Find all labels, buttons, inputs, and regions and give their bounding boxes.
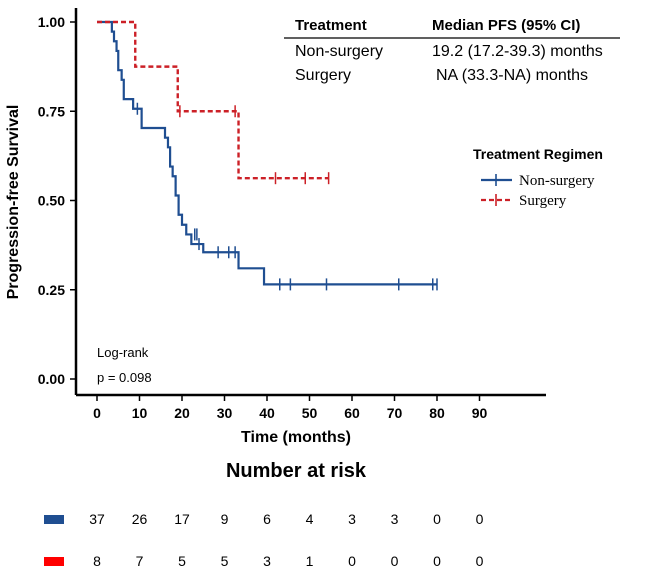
risk-swatch-non-surgery (44, 515, 64, 524)
x-axis-label: Time (months) (241, 429, 351, 446)
x-tick-label: 20 (174, 405, 190, 421)
y-axis-label: Progression-free Survival (5, 105, 22, 300)
risk-count-surgery: 3 (263, 553, 271, 569)
x-tick-label: 60 (344, 405, 360, 421)
y-tick-label: 1.00 (38, 14, 65, 30)
y-tick-label: 0.50 (38, 193, 65, 209)
x-tick-label: 0 (93, 405, 101, 421)
legend-label-surgery: Surgery (519, 193, 567, 209)
x-tick-label: 70 (387, 405, 403, 421)
risk-count-surgery: 5 (221, 553, 229, 569)
pfs-header-treatment: Treatment (295, 17, 367, 34)
risk-count-non-surgery: 17 (174, 511, 190, 527)
risk-count-non-surgery: 6 (263, 511, 271, 527)
x-tick-label: 50 (302, 405, 318, 421)
pfs-row-surgery-name: Surgery (295, 67, 351, 84)
pfs-row-surgery-value: NA (33.3-NA) months (436, 67, 588, 84)
pfs-row-nonsurgery-name: Non-surgery (295, 43, 383, 60)
risk-count-surgery: 0 (348, 553, 356, 569)
risk-count-non-surgery: 9 (221, 511, 229, 527)
axes (74, 8, 546, 397)
pfs-row-nonsurgery-value: 19.2 (17.2-39.3) months (432, 43, 603, 60)
y-tick-label: 0.25 (38, 282, 65, 298)
risk-count-non-surgery: 26 (132, 511, 148, 527)
risk-count-surgery: 8 (93, 553, 101, 569)
legend: Treatment Regimen Non-surgery Surgery (473, 146, 603, 209)
km-curve-surgery (97, 20, 329, 180)
risk-count-surgery: 5 (178, 553, 186, 569)
logrank-label: Log-rank (97, 345, 149, 360)
legend-label-nonsurgery: Non-surgery (519, 173, 595, 189)
risk-count-non-surgery: 0 (433, 511, 441, 527)
ticks: 0 10 20 30 40 50 60 70 80 90 0.00 0.25 0.50 0.75 1.00 (38, 14, 488, 421)
risk-count-non-surgery: 3 (348, 511, 356, 527)
risk-count-non-surgery: 4 (306, 511, 314, 527)
y-tick-label: 0.75 (38, 103, 65, 119)
legend-title: Treatment Regimen (473, 146, 603, 162)
km-curve-non-surgery (97, 20, 437, 286)
risk-count-surgery: 0 (433, 553, 441, 569)
risk-count-non-surgery: 3 (391, 511, 399, 527)
risk-count-surgery: 1 (306, 553, 314, 569)
risk-table: 37 26 17 9 6 4 3 3 0 0 8 7 5 5 3 1 0 0 0 0 (44, 511, 484, 569)
x-tick-label: 90 (472, 405, 488, 421)
risk-count-surgery: 0 (476, 553, 484, 569)
x-tick-label: 40 (259, 405, 275, 421)
risk-count-surgery: 0 (391, 553, 399, 569)
survival-curves (97, 20, 438, 291)
risk-swatch-surgery (44, 557, 64, 566)
x-tick-label: 10 (132, 405, 148, 421)
risk-count-surgery: 7 (136, 553, 144, 569)
y-tick-label: 0.00 (38, 371, 65, 387)
risk-count-non-surgery: 37 (89, 511, 105, 527)
risk-table-title: Number at risk (226, 460, 367, 482)
pfs-header-median: Median PFS (95% CI) (432, 17, 580, 34)
median-pfs-table: Treatment Median PFS (95% CI) Non-surger… (284, 17, 620, 84)
logrank-pvalue: p = 0.098 (97, 370, 152, 385)
x-tick-label: 80 (429, 405, 445, 421)
risk-count-non-surgery: 0 (476, 511, 484, 527)
x-tick-label: 30 (217, 405, 233, 421)
